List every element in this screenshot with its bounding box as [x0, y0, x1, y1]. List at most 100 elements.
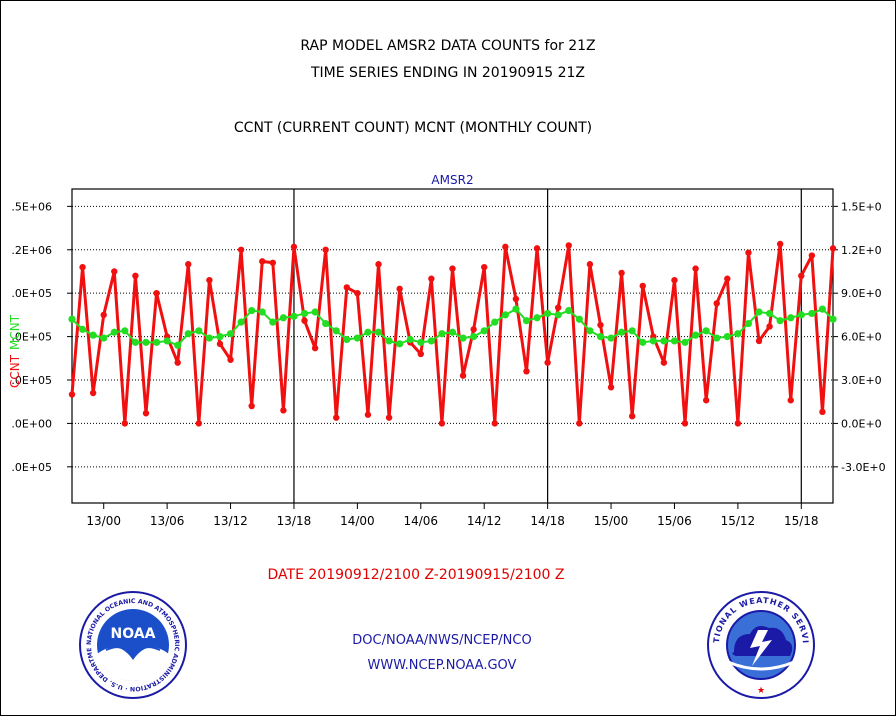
x-tick-label: 14/12 — [467, 514, 502, 528]
data-point-mcnt — [808, 309, 816, 318]
data-point-mcnt — [522, 317, 531, 325]
data-point-ccnt — [206, 276, 213, 284]
data-point-ccnt — [185, 261, 192, 268]
y-tick-label-left: .0E+05 — [11, 287, 52, 300]
data-point-mcnt — [596, 332, 605, 341]
y-tick-label-left: .0E+05 — [11, 461, 52, 474]
data-point-ccnt — [702, 397, 710, 404]
data-point-mcnt — [691, 331, 700, 339]
credit-line-2: WWW.NCEP.NOAA.GOV — [367, 658, 517, 673]
credit-line-1: DOC/NOAA/NWS/NCEP/NCO — [352, 633, 532, 648]
data-point-ccnt — [364, 411, 372, 418]
data-point-mcnt — [343, 335, 351, 344]
data-point-mcnt — [755, 308, 763, 316]
data-point-ccnt — [89, 389, 97, 397]
data-point-ccnt — [512, 295, 520, 303]
data-point-mcnt — [628, 327, 636, 335]
data-point-mcnt — [670, 337, 679, 345]
plot-title: AMSR2 — [431, 173, 473, 187]
data-point-ccnt — [660, 359, 668, 366]
data-point-ccnt — [354, 289, 361, 297]
data-point-mcnt — [713, 334, 721, 342]
x-tick-label: 13/12 — [213, 514, 248, 528]
data-point-mcnt — [258, 308, 266, 316]
data-point-ccnt — [322, 246, 329, 253]
data-point-ccnt — [819, 408, 826, 416]
data-point-ccnt — [111, 268, 118, 275]
x-tick-label: 13/00 — [86, 514, 121, 528]
noaa-logo-center-text: NOAA — [111, 626, 156, 642]
x-tick-label: 13/18 — [277, 514, 312, 528]
data-point-ccnt — [375, 261, 382, 268]
nws-logo-icon: NATIONAL WEATHER SERVICE ★ — [702, 583, 816, 700]
data-point-ccnt — [153, 289, 160, 297]
data-point-mcnt — [216, 332, 224, 341]
y-tick-label-left: .2E+06 — [11, 244, 52, 257]
data-point-mcnt — [174, 341, 182, 349]
x-tick-label: 15/06 — [657, 514, 692, 528]
data-point-ccnt — [576, 420, 583, 427]
data-point-mcnt — [554, 311, 562, 319]
data-point-ccnt — [766, 323, 773, 330]
data-point-ccnt — [565, 242, 572, 249]
data-point-ccnt — [290, 243, 298, 251]
data-point-mcnt — [226, 330, 235, 338]
y-axis-label-ccnt: CCNT — [8, 354, 22, 388]
data-point-ccnt — [628, 412, 636, 420]
data-point-ccnt — [829, 245, 837, 252]
data-point-mcnt — [68, 315, 76, 323]
y-tick-label-right: 1.2E+0 — [841, 244, 882, 257]
data-point-mcnt — [205, 334, 214, 342]
data-point-ccnt — [544, 359, 551, 366]
data-point-ccnt — [470, 326, 477, 333]
data-point-mcnt — [533, 314, 541, 322]
data-point-mcnt — [78, 325, 87, 333]
data-point-ccnt — [502, 243, 509, 251]
data-point-ccnt — [586, 261, 594, 268]
data-point-ccnt — [438, 420, 446, 427]
data-point-mcnt — [269, 318, 277, 326]
data-point-ccnt — [449, 265, 456, 272]
data-point-ccnt — [755, 337, 763, 345]
x-tick-label: 15/18 — [784, 514, 819, 528]
y-axis-label-mcnt: MCNT — [8, 314, 22, 350]
data-point-mcnt — [385, 337, 393, 345]
data-point-mcnt — [300, 309, 309, 318]
data-point-ccnt — [481, 263, 488, 271]
data-point-mcnt — [322, 319, 330, 328]
data-point-ccnt — [269, 259, 277, 266]
data-point-ccnt — [491, 420, 498, 427]
data-point-mcnt — [829, 315, 837, 323]
data-point-ccnt — [100, 311, 107, 319]
data-point-mcnt — [607, 334, 615, 342]
data-point-mcnt — [152, 338, 161, 346]
x-tick-label: 15/12 — [721, 514, 756, 528]
x-tick-label: 14/18 — [530, 514, 565, 528]
data-point-ccnt — [132, 272, 139, 280]
data-point-ccnt — [745, 249, 752, 256]
data-point-mcnt — [660, 337, 668, 345]
data-point-mcnt — [100, 334, 108, 342]
data-point-ccnt — [808, 252, 816, 259]
data-point-ccnt — [280, 407, 287, 414]
x-tick-label: 14/00 — [340, 514, 375, 528]
data-point-ccnt — [554, 304, 562, 311]
data-point-mcnt — [374, 328, 383, 336]
data-point-mcnt — [649, 337, 657, 345]
y-tick-label-right: 6.0E+0 — [841, 331, 882, 344]
data-point-mcnt — [396, 340, 404, 348]
data-point-mcnt — [142, 338, 150, 346]
data-point-ccnt — [79, 263, 86, 271]
data-point-ccnt — [671, 276, 678, 284]
data-point-mcnt — [565, 306, 573, 315]
data-point-ccnt — [343, 284, 351, 291]
data-point-mcnt — [818, 305, 827, 313]
data-point-mcnt — [776, 317, 784, 325]
x-tick-label: 13/06 — [150, 514, 185, 528]
data-point-mcnt — [459, 334, 467, 342]
data-point-mcnt — [163, 337, 171, 345]
data-point-mcnt — [110, 328, 118, 336]
data-point-ccnt — [681, 420, 689, 427]
y-tick-label-right: 9.0E+0 — [841, 287, 882, 300]
